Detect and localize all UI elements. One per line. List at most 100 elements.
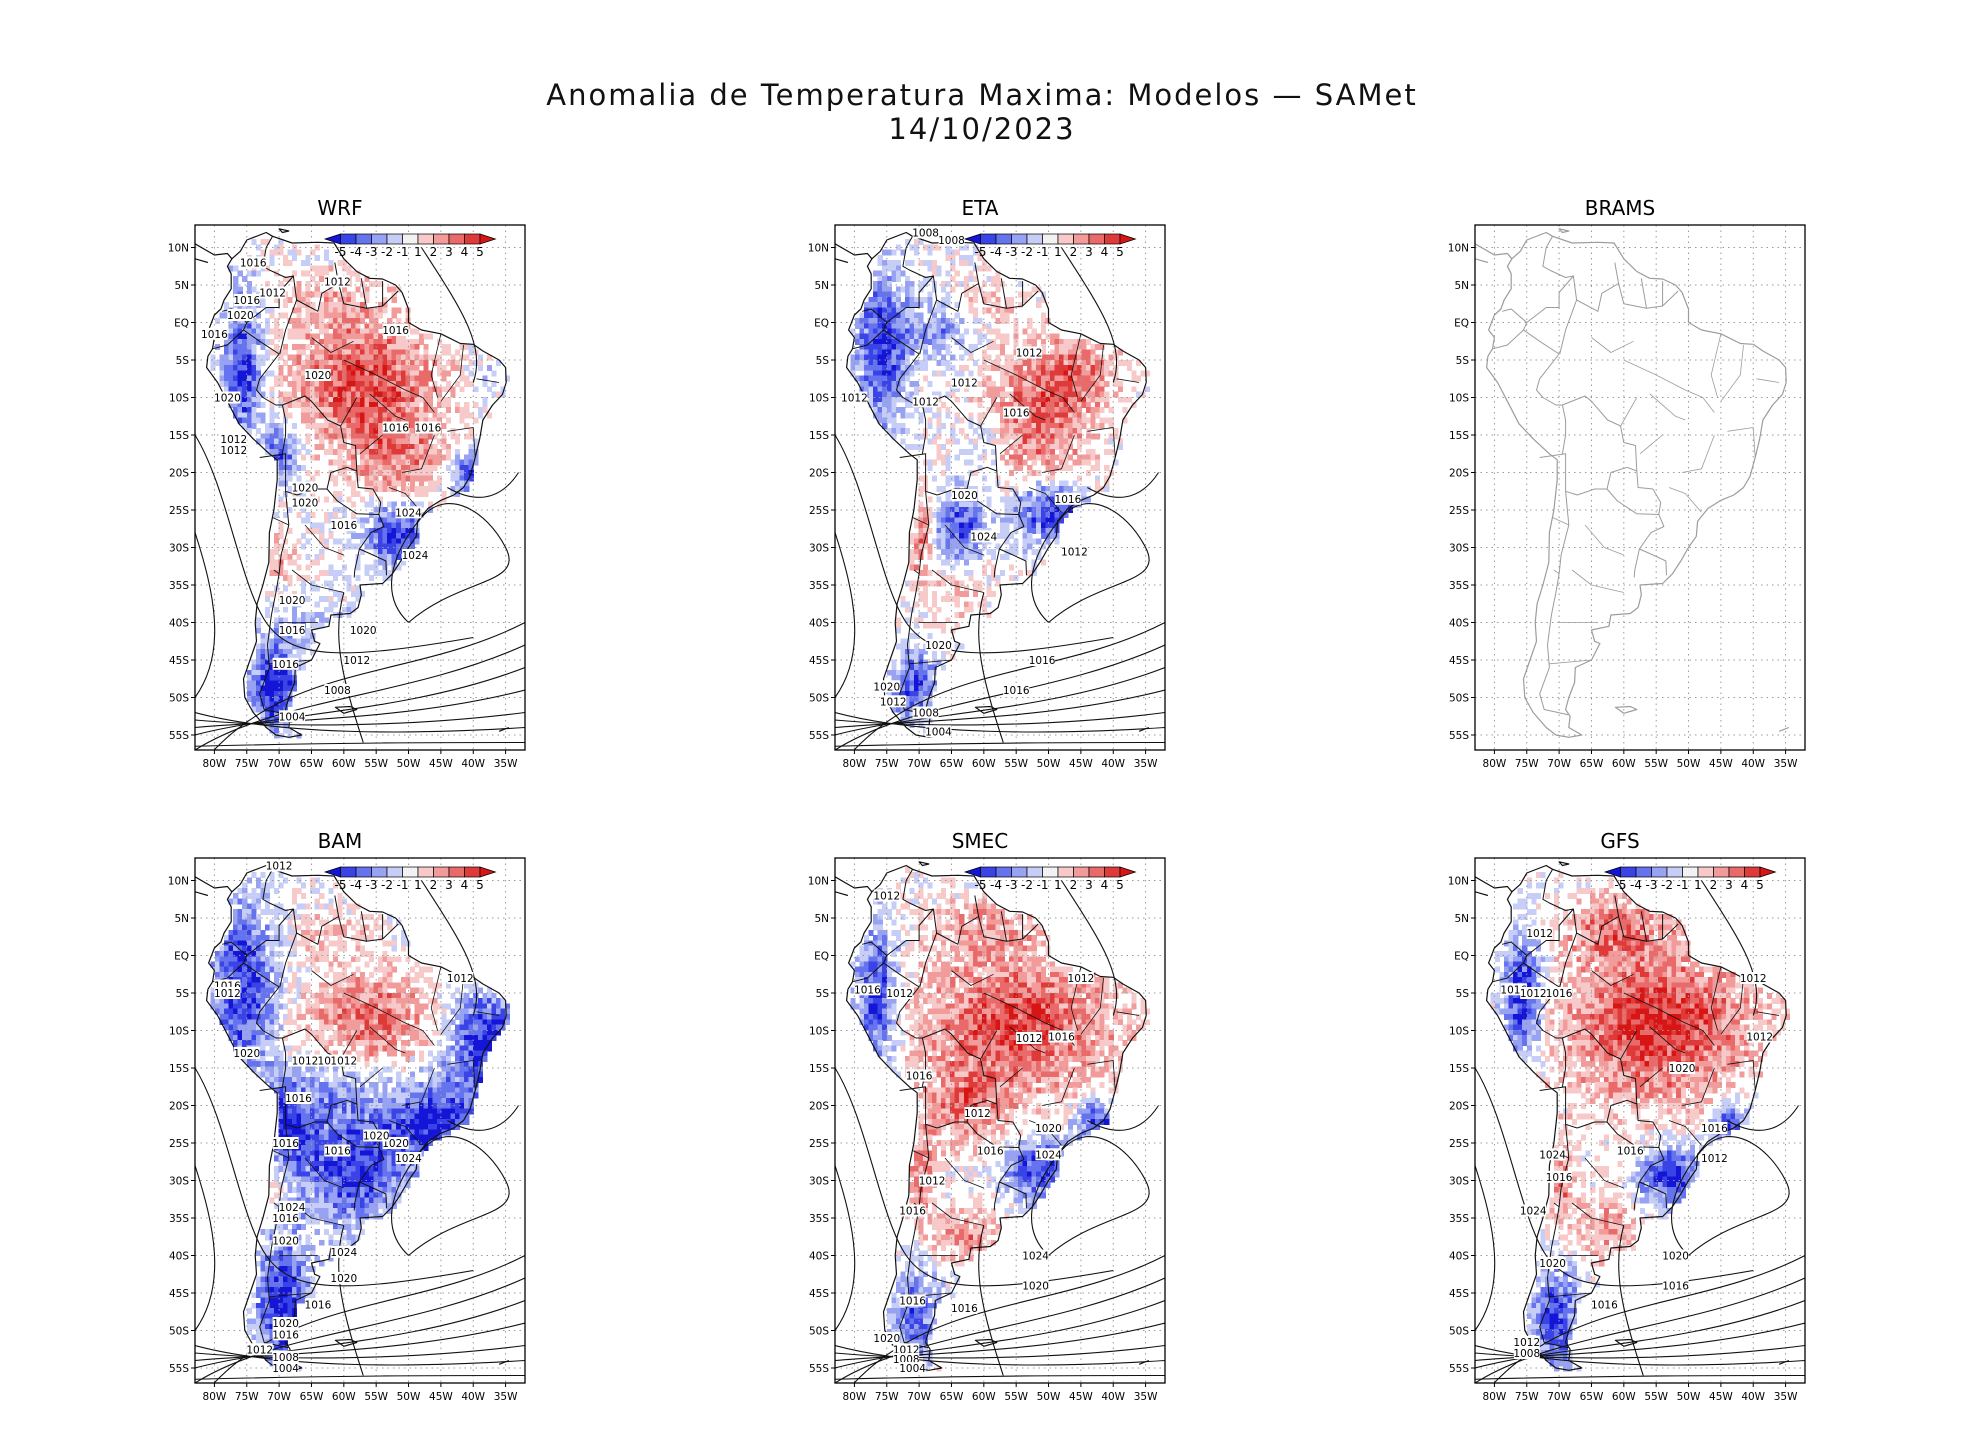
panel-wrf: WRF 1016 1012 1016 1020 1012 1016 1020 1020 1012… (150, 190, 530, 770)
isobar-label: 1024 (1035, 1149, 1062, 1161)
colorbar-label: -3 (1006, 878, 1018, 892)
isobar-label-bg (292, 1054, 318, 1067)
lon-tick-label: 75W (235, 758, 259, 770)
lon-tick-label: 50W (1037, 1391, 1061, 1403)
lon-tick-label: 35W (1134, 1391, 1158, 1403)
colorbar-label: 1 (1054, 878, 1062, 892)
isobar-label: 1016 (305, 1299, 332, 1311)
colorbar-swatch (386, 866, 403, 878)
isobar-label: 1016 (324, 1146, 351, 1158)
isobar-label: 1012 (841, 393, 868, 405)
isobar-label: 1012 (1061, 546, 1088, 558)
isobar-label: 1024 (1520, 1206, 1547, 1218)
lon-tick-label: 70W (267, 1391, 291, 1403)
isobar-label-bg (925, 725, 952, 738)
colorbar-swatch (371, 233, 388, 245)
isobar-label-bg (970, 530, 997, 543)
colorbar-swatch (448, 233, 465, 245)
colorbar-swatch (448, 866, 465, 878)
panel-bam: BAM 101210121016101210161020101210121016… (150, 823, 530, 1403)
isobar-label-bg (279, 594, 306, 606)
isobar-label-bg (272, 1317, 299, 1329)
isobar-label: 1016 (382, 325, 409, 337)
lat-tick-label: EQ (174, 951, 189, 963)
colorbar-label: -4 (350, 245, 362, 259)
colorbar-swatch (371, 866, 388, 878)
isobar-label-bg (447, 972, 474, 984)
lat-tick-label: 40S (809, 618, 829, 630)
colorbar-swatch (995, 233, 1012, 245)
colorbar-swatch (1697, 866, 1714, 878)
isobar-label-bg (1003, 406, 1030, 419)
colorbar-label: -4 (1630, 878, 1642, 892)
colorbar-swatch (1042, 866, 1059, 878)
isobar-label: 1012 (1740, 973, 1767, 985)
isobar-label-bg (279, 1200, 306, 1213)
map-frame (834, 857, 1166, 1384)
isobar-label-bg (285, 1092, 312, 1104)
colorbar: -5 -4 -3 -2 -1 1 2 3 4 5 (323, 233, 497, 259)
colorbar: -5 -4 -3 -2 -1 1 2 3 4 5 (323, 866, 497, 892)
isobar-label: 1024 (402, 550, 429, 562)
isobar-label: 1016 (285, 1093, 312, 1105)
lon-tick-label: 35W (1134, 758, 1158, 770)
panel-title: BAM (317, 829, 363, 853)
map-frame (1474, 224, 1806, 751)
isobars (835, 247, 1165, 750)
colorbar-label: -1 (1677, 878, 1689, 892)
lat-tick-label: 5N (174, 280, 189, 292)
isobar-label: 1020 (1669, 1063, 1696, 1075)
lat-tick-label: 55S (169, 730, 189, 742)
lat-tick-label: 10S (169, 1026, 189, 1038)
isobar-label: 1012 (214, 988, 241, 1000)
colorbar-label: -1 (397, 878, 409, 892)
panel-title: SMEC (951, 829, 1009, 853)
map-area: 1012101610121012101610121020101610161024… (1475, 858, 1805, 1383)
lon-tick-label: 40W (1101, 1391, 1125, 1403)
lat-tick-label: 15S (169, 430, 189, 442)
lat-tick-label: 10N (168, 876, 189, 888)
isobar-label: 1020 (305, 370, 332, 382)
lon-tick-label: 65W (1580, 758, 1604, 770)
map-brams: 10N 5N EQ 5S 10S 15S 20S 25S 30S 35S 40S 45S 50S 55S 8… (1448, 224, 1806, 770)
isobar-label: 1016 (1546, 1172, 1573, 1184)
colorbar-swatch (386, 233, 403, 245)
lon-tick-label: 75W (1515, 1391, 1539, 1403)
colorbar-swatch (464, 233, 481, 245)
isobar-label-bg (1539, 1148, 1566, 1161)
colorbar-label: 4 (1741, 878, 1749, 892)
colorbar-swatch (1073, 233, 1090, 245)
lat-tick-label: 5S (1456, 988, 1470, 1000)
lat-tick-label: 50S (169, 693, 189, 705)
isobar-label-bg (1520, 1204, 1547, 1217)
isobar-label: 1020 (363, 1131, 390, 1143)
colorbar-swatch (1682, 866, 1699, 878)
isobar-label: 1016 (272, 1213, 299, 1225)
lat-tick-label: 10N (808, 243, 829, 255)
lat-tick-label: 50S (1449, 693, 1469, 705)
isobar-label: 1004 (279, 711, 306, 723)
isobar-label-bg (395, 506, 422, 519)
isobar-label-bg (873, 1332, 900, 1344)
isobar-label: 1016 (1029, 655, 1056, 667)
colorbar-swatch (1728, 866, 1745, 878)
lon-tick-label: 70W (907, 1391, 931, 1403)
colorbar-label: -2 (381, 878, 393, 892)
panel-eta: ETA 1008 1008 1012 1012 1012 1016 1012 1020 1016… (790, 190, 1170, 770)
lon-tick-label: 40W (461, 1391, 485, 1403)
isobar-label: 1020 (227, 310, 254, 322)
isobar-label: 1012 (886, 988, 913, 1000)
lon-tick-label: 45W (1069, 1391, 1093, 1403)
isobar-label: 1016 (272, 1138, 299, 1150)
map-bam: 1012101210161012101610201012101210161016… (168, 857, 526, 1403)
lon-tick-label: 55W (1004, 1391, 1028, 1403)
isobar-label: 1012 (343, 655, 370, 667)
map-area (1475, 225, 1805, 750)
isobar-label-bg (279, 624, 306, 636)
isobar-label-bg (1513, 1347, 1540, 1359)
isobar-label-bg (873, 889, 900, 902)
isobar-label: 1012 (912, 396, 939, 408)
colorbar-swatch (433, 866, 450, 878)
isobar-label-bg (1003, 684, 1030, 696)
